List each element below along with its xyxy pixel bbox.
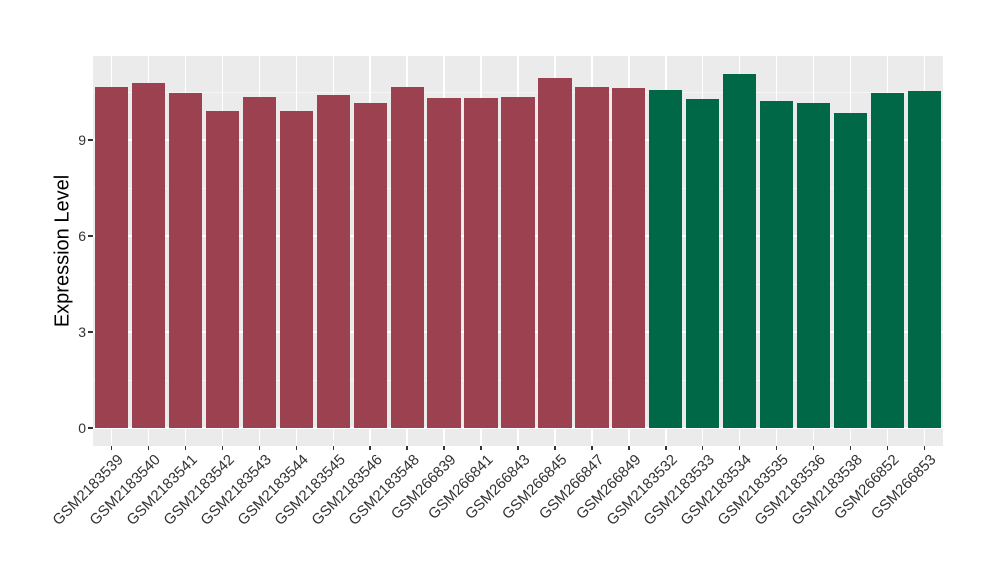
bar — [760, 100, 794, 428]
y-tick-label: 0 — [78, 420, 86, 436]
bar — [797, 103, 831, 428]
bar — [538, 77, 572, 428]
bar — [316, 94, 350, 428]
bar — [131, 83, 166, 428]
x-tick-mark — [480, 446, 482, 450]
x-tick-mark — [110, 446, 113, 450]
bar — [575, 86, 609, 428]
x-tick-mark — [665, 446, 667, 450]
x-tick-mark — [295, 446, 297, 450]
bar — [833, 113, 868, 428]
bar — [501, 96, 535, 428]
y-tick-mark — [88, 235, 93, 237]
bar — [242, 96, 276, 428]
bar — [612, 87, 646, 428]
x-tick-mark — [554, 446, 556, 450]
bar — [168, 92, 202, 428]
y-tick-mark — [88, 427, 93, 429]
x-tick-mark — [443, 446, 445, 450]
x-tick-mark — [739, 446, 741, 450]
bar — [390, 87, 424, 428]
bar — [723, 74, 757, 428]
bar — [870, 93, 905, 428]
x-tick-mark — [184, 446, 187, 450]
x-tick-mark — [812, 446, 815, 450]
bar — [94, 87, 129, 428]
x-tick-mark — [849, 446, 852, 450]
x-tick-mark — [332, 446, 334, 450]
y-tick-label: 3 — [78, 324, 86, 340]
x-tick-mark — [923, 446, 926, 450]
x-tick-mark — [886, 446, 889, 450]
y-tick-label: 9 — [78, 132, 86, 148]
y-tick-mark — [88, 331, 93, 333]
y-axis-title: Expression Level — [51, 174, 74, 328]
x-tick-mark — [628, 446, 630, 450]
bar — [464, 97, 498, 428]
x-tick-mark — [406, 446, 408, 450]
bar — [279, 110, 313, 428]
x-tick-mark — [591, 446, 593, 450]
plot-panel — [93, 56, 943, 446]
y-tick-label: 6 — [78, 228, 86, 244]
x-tick-mark — [147, 446, 150, 450]
bar — [686, 99, 720, 428]
bar — [427, 97, 461, 428]
x-tick-mark — [775, 446, 778, 450]
x-tick-mark — [517, 446, 519, 450]
bar — [353, 103, 387, 428]
x-tick-mark — [258, 446, 260, 450]
bar — [907, 90, 942, 428]
x-tick-mark — [702, 446, 704, 450]
x-tick-mark — [369, 446, 371, 450]
bar — [649, 90, 683, 428]
x-tick-mark — [221, 446, 224, 450]
y-tick-mark — [88, 139, 93, 141]
bar — [205, 110, 239, 428]
